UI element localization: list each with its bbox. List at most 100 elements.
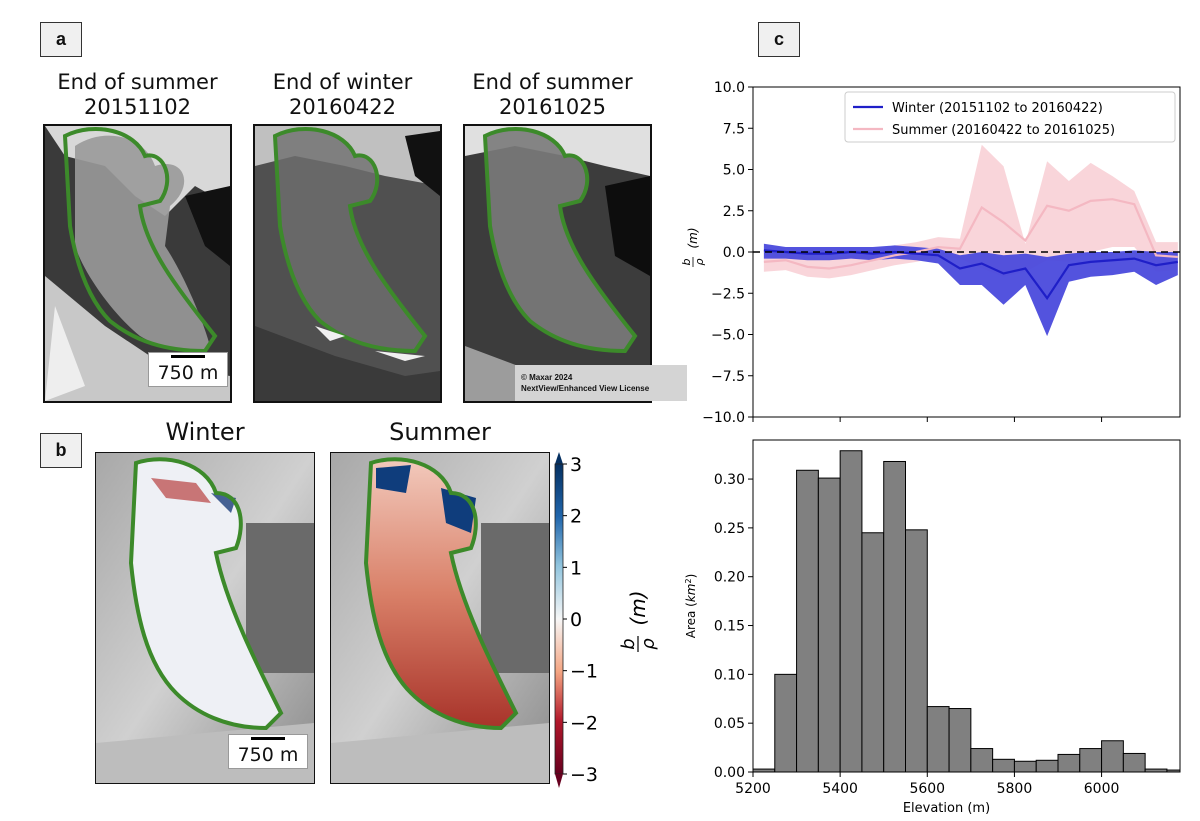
colorbar-tick-label: −1	[570, 661, 598, 683]
y-tick-label: 5.0	[723, 163, 745, 179]
title-2-line2: 20160422	[289, 95, 396, 119]
histogram-bar	[970, 748, 994, 773]
winter-series-line	[763, 249, 1178, 301]
panel-a-letter: a	[55, 29, 66, 49]
y-tick-label: 0.0	[723, 245, 745, 261]
y-tick-label: −2.5	[711, 286, 745, 302]
ylabel-suffix: )	[684, 574, 698, 579]
ylabel-unit: (m)	[686, 227, 700, 248]
panel-c-charts: 10.0 7.5 5.0 2.5 0.0 −2.5 −5.0 −7.5 −10.0 b ρ (m…	[680, 80, 1181, 816]
hist-y-tick-label: 0.05	[714, 716, 745, 732]
panel-a-title-1: End of summer 20151102	[40, 70, 235, 120]
satellite-image-20161025	[463, 124, 652, 403]
image-credit: © Maxar 2024 NextView/Enhanced View Lice…	[515, 365, 687, 401]
title-3-line1: End of summer	[472, 70, 633, 94]
colorbar-label-unit: (m)	[626, 590, 650, 625]
line-chart-ylabel: b ρ (m)	[680, 227, 706, 267]
histogram-frame	[752, 439, 1181, 773]
hist-y-tick-label: 0.15	[714, 619, 745, 635]
satellite-image-20160422	[253, 124, 442, 403]
line-chart-legend: Winter (20151102 to 20160422) Summer (20…	[844, 91, 1176, 143]
legend-summer-label: Summer (20160422 to 20161025)	[892, 123, 1115, 138]
ylabel-numerator: b	[680, 258, 693, 265]
histogram-bar	[1013, 760, 1037, 773]
scale-bar-b-label: 750 m	[237, 744, 299, 766]
legend-winter-label: Winter (20151102 to 20160422)	[892, 101, 1103, 116]
colorbar-gradient	[554, 463, 564, 775]
histogram-bar	[905, 529, 928, 773]
credit-line1: © Maxar 2024	[521, 373, 573, 382]
hist-y-tick-label: 0.30	[714, 472, 745, 488]
map-title-summer: Summer	[389, 418, 491, 446]
colorbar-tick-label: 1	[570, 557, 582, 579]
colorbar-tick-label: 2	[570, 506, 582, 528]
ylabel-denominator: ρ	[693, 258, 706, 265]
colorbar-tick-label: 3	[570, 454, 582, 476]
histogram-bar	[861, 532, 885, 773]
title-1-line2: 20151102	[84, 95, 191, 119]
histogram-bar	[1057, 753, 1081, 773]
colorbar-ticks: 3 2 1 0 −1 −2 −3	[563, 454, 598, 786]
histogram-bar	[992, 758, 1015, 773]
histogram-bar	[774, 673, 798, 773]
histogram-bar	[1079, 748, 1103, 773]
colorbar-tick-label: −2	[570, 712, 598, 734]
ylabel-unit-km: km	[684, 584, 698, 603]
histogram-bar	[926, 706, 950, 773]
hist-y-tick-label: 0.20	[714, 570, 745, 586]
histogram-bar	[1101, 740, 1124, 773]
ylabel-exponent: 2	[684, 578, 693, 583]
scale-bar-b-line	[251, 737, 285, 740]
y-tick-label: 7.5	[723, 121, 745, 137]
scale-bar-label: 750 m	[157, 362, 219, 384]
mass-balance-line-chart: 10.0 7.5 5.0 2.5 0.0 −2.5 −5.0 −7.5 −10.0 b ρ (m…	[680, 80, 1181, 426]
y-tick-label: 10.0	[714, 80, 745, 96]
panel-c-letter: c	[773, 29, 784, 49]
panel-a-label: a	[40, 22, 82, 57]
colorbar-arrow-top	[555, 452, 563, 464]
histogram-xlabel: Elevation (m)	[903, 801, 990, 816]
panel-a-title-2: End of winter 20160422	[250, 70, 435, 120]
satellite-image-20151102	[43, 124, 232, 403]
title-3-line2: 20161025	[499, 95, 606, 119]
histogram-bar	[796, 469, 819, 773]
histogram-bar	[817, 477, 841, 773]
hist-x-tick-label: 5800	[997, 781, 1033, 797]
hist-y-tick-label: 0.00	[714, 765, 745, 781]
ylabel-prefix: Area (	[684, 602, 698, 638]
summer-uncertainty-band	[763, 144, 1178, 279]
summer-series-line	[763, 198, 1178, 270]
scale-bar-b: 750 m	[228, 734, 308, 769]
colorbar-label: b ρ (m)	[618, 590, 659, 652]
hist-x-tick-label: 5400	[822, 781, 858, 797]
hist-x-tick-label: 5600	[909, 781, 945, 797]
colorbar-tick-label: −3	[570, 764, 598, 786]
colorbar-label-num: b	[618, 638, 639, 649]
colorbar-arrow-bottom	[555, 774, 563, 788]
panel-c-label: c	[758, 22, 800, 57]
y-tick-label: −10.0	[702, 410, 745, 426]
title-2-line1: End of winter	[272, 70, 413, 94]
histogram-ylabel: Area (km2)	[684, 574, 699, 639]
panel-b-label: b	[40, 433, 82, 468]
scale-bar-a: 750 m	[148, 352, 228, 387]
y-tick-label: −7.5	[711, 369, 745, 385]
panel-b-letter: b	[55, 440, 67, 460]
hist-y-tick-label: 0.25	[714, 521, 745, 537]
panel-a-title-3: End of summer 20161025	[460, 70, 645, 120]
histogram-bar	[883, 460, 906, 773]
y-tick-label: −5.0	[711, 328, 745, 344]
colorbar-label-den: ρ	[638, 638, 659, 650]
title-1-line1: End of summer	[57, 70, 218, 94]
hist-y-tick-label: 0.10	[714, 667, 745, 683]
histogram-bar	[839, 450, 863, 773]
histogram-bar	[1035, 759, 1059, 773]
colorbar-tick-label: 0	[570, 609, 582, 631]
mass-balance-map-summer	[330, 452, 550, 784]
histogram-bar	[948, 708, 972, 773]
winter-uncertainty-band	[763, 243, 1178, 337]
y-tick-label: 2.5	[723, 204, 745, 220]
map-title-winter: Winter	[165, 418, 245, 446]
hist-x-tick-label: 6000	[1084, 781, 1120, 797]
area-histogram: 0.00 0.05 0.10 0.15 0.20 0.25 0.30 5200 5400 560…	[684, 439, 1181, 816]
